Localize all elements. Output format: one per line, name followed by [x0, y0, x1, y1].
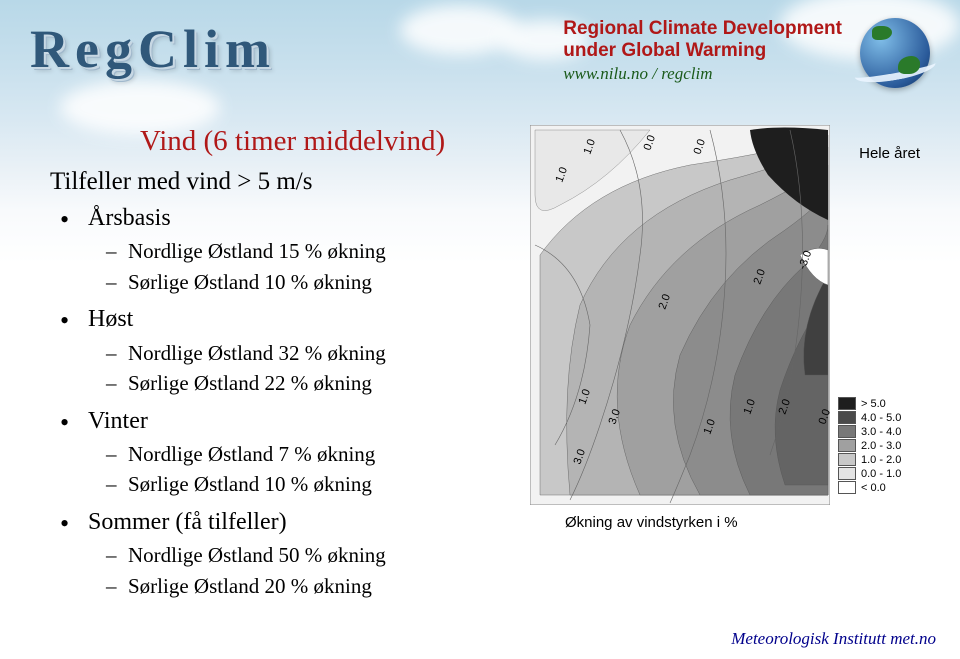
- group-subitem: Nordlige Østland 15 % økning: [106, 236, 520, 266]
- group-item: Årsbasis Nordlige Østland 15 % økningSørl…: [56, 202, 520, 297]
- header-title-line1: Regional Climate Development: [563, 18, 842, 40]
- content: Vind (6 timer middelvind) Tilfeller med …: [0, 120, 960, 600]
- logo: RegClim: [30, 18, 276, 80]
- group-item: Sommer (få tilfeller) Nordlige Østland 50…: [56, 506, 520, 601]
- group-subitem: Sørlige Østland 22 % økning: [106, 368, 520, 398]
- legend-swatch: [838, 397, 856, 410]
- legend-label: > 5.0: [861, 398, 886, 410]
- legend-row: 2.0 - 3.0: [838, 439, 922, 452]
- footer-text: Meteorologisk Institutt met.no: [731, 629, 936, 649]
- legend-label: 4.0 - 5.0: [861, 412, 901, 424]
- legend-swatch: [838, 453, 856, 466]
- map-top-label: Hele året: [859, 145, 920, 162]
- group-subitem: Nordlige Østland 32 % økning: [106, 338, 520, 368]
- legend-swatch: [838, 439, 856, 452]
- globe-icon: [860, 18, 930, 88]
- legend-row: 1.0 - 2.0: [838, 453, 922, 466]
- group-item: Vinter Nordlige Østland 7 % økningSørlige…: [56, 405, 520, 500]
- group-label: Vinter: [88, 408, 148, 434]
- group-subitem: Sørlige Østland 10 % økning: [106, 469, 520, 499]
- section-heading: Vind (6 timer middelvind): [50, 125, 520, 158]
- group-label: Årsbasis: [88, 205, 171, 231]
- globe-swoosh: [853, 53, 937, 87]
- group-list: ÅrsbasisNordlige Østland 15 % økningSørl…: [50, 202, 520, 601]
- group-subitem: Nordlige Østland 50 % økning: [106, 540, 520, 570]
- header-title-line2: under Global Warming: [563, 40, 842, 62]
- content-left: Vind (6 timer middelvind) Tilfeller med …: [50, 120, 520, 600]
- legend-swatch: [838, 481, 856, 494]
- group-sublist: Nordlige Østland 50 % økningSørlige Østl…: [88, 540, 520, 601]
- group-sublist: Nordlige Østland 7 % økningSørlige Østla…: [88, 439, 520, 500]
- contour-map: 1.01.00.00.01.02.02.03.03.01.01.02.00.0-…: [530, 125, 830, 505]
- group-subitem: Sørlige Østland 20 % økning: [106, 571, 520, 601]
- group-subitem: Nordlige Østland 7 % økning: [106, 439, 520, 469]
- legend-label: 2.0 - 3.0: [861, 440, 901, 452]
- legend-swatch: [838, 467, 856, 480]
- content-right: 1.01.00.00.01.02.02.03.03.01.01.02.00.0-…: [520, 120, 930, 600]
- map-container: 1.01.00.00.01.02.02.03.03.01.01.02.00.0-…: [530, 125, 830, 505]
- group-item: Høst Nordlige Østland 32 % økningSørlige …: [56, 303, 520, 398]
- group-subitem: Sørlige Østland 10 % økning: [106, 267, 520, 297]
- group-label: Sommer (få tilfeller): [88, 509, 287, 535]
- header-url: www.nilu.no / regclim: [563, 64, 842, 84]
- subheading: Tilfeller med vind > 5 m/s: [50, 168, 520, 196]
- legend-row: < 0.0: [838, 481, 922, 494]
- legend-swatch: [838, 425, 856, 438]
- legend-label: 3.0 - 4.0: [861, 426, 901, 438]
- group-sublist: Nordlige Østland 15 % økningSørlige Østl…: [88, 236, 520, 297]
- group-sublist: Nordlige Østland 32 % økningSørlige Østl…: [88, 338, 520, 399]
- legend-row: > 5.0: [838, 397, 922, 410]
- legend-row: 0.0 - 1.0: [838, 467, 922, 480]
- header-title-block: Regional Climate Development under Globa…: [563, 18, 842, 84]
- legend-label: 0.0 - 1.0: [861, 468, 901, 480]
- group-label: Høst: [88, 306, 133, 332]
- legend-label: 1.0 - 2.0: [861, 454, 901, 466]
- map-caption: Økning av vindstyrken i %: [565, 514, 738, 531]
- legend-label: < 0.0: [861, 482, 886, 494]
- map-legend: > 5.0 4.0 - 5.0 3.0 - 4.0 2.0 - 3.0 1.0 - 2.…: [838, 397, 922, 495]
- header: RegClim Regional Climate Development und…: [0, 0, 960, 120]
- legend-row: 4.0 - 5.0: [838, 411, 922, 424]
- header-right: Regional Climate Development under Globa…: [563, 18, 930, 88]
- legend-swatch: [838, 411, 856, 424]
- legend-row: 3.0 - 4.0: [838, 425, 922, 438]
